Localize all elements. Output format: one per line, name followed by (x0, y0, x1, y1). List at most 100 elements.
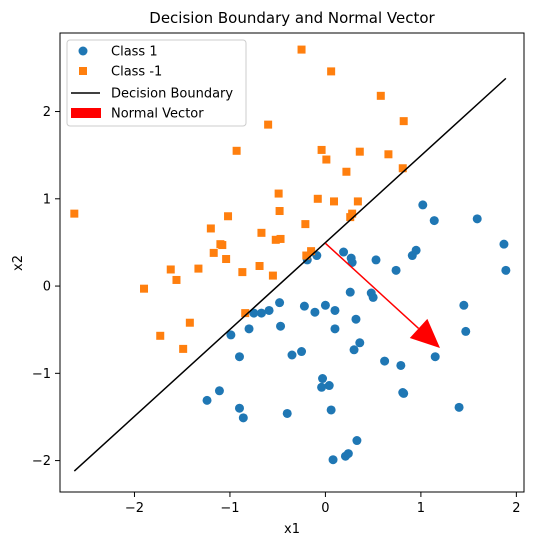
point-class-1-28 (351, 314, 361, 324)
point-class-1-43 (318, 374, 328, 384)
chart-title: Decision Boundary and Normal Vector (149, 9, 435, 27)
point-class-1-14 (330, 197, 339, 206)
point-class-1-22 (301, 220, 310, 229)
point-class-1-17 (249, 308, 259, 318)
point-class-1-6 (411, 245, 421, 255)
point-class-1-55 (202, 395, 212, 405)
point-class-1-8 (429, 216, 439, 226)
y-tick-label: −1 (32, 367, 51, 382)
point-class-1-47 (352, 436, 362, 446)
point-class-1-33 (238, 268, 247, 277)
legend-box (66, 39, 247, 127)
point-class-1-23 (257, 228, 266, 237)
legend: Class 1 Class -1 Decision Boundary Norma… (66, 39, 247, 127)
point-class-1-4 (264, 120, 273, 129)
point-class-1-7 (418, 200, 428, 210)
point-class-1-29 (222, 255, 231, 264)
point-class-1-41 (156, 331, 165, 340)
point-class-1-53 (238, 413, 248, 423)
y-tick-label: 1 (43, 192, 51, 207)
point-class-1-51 (282, 408, 292, 418)
point-class-1-45 (324, 381, 334, 391)
point-class-1-19 (224, 212, 233, 221)
point-class-1-24 (320, 300, 330, 310)
point-class-1-32 (368, 292, 378, 302)
point-class-1-18 (244, 324, 254, 334)
plot-area (70, 45, 511, 472)
point-class-1-30 (349, 345, 359, 355)
y-axis-label: x2 (11, 255, 26, 271)
point-class-1-15 (353, 197, 362, 206)
point-class-1-36 (166, 265, 175, 274)
point-class-1-21 (206, 224, 215, 233)
x-tick-label: −2 (125, 501, 144, 516)
point-class-1-14 (275, 298, 285, 308)
legend-class1-label: Class 1 (111, 45, 158, 60)
point-class-1-38 (140, 284, 149, 293)
x-tick-label: 1 (417, 501, 425, 516)
point-class-1-42 (297, 347, 307, 357)
point-class-1-0 (297, 45, 306, 54)
point-class-1-28 (209, 248, 218, 257)
point-class-1-13 (313, 194, 322, 203)
point-class-1-37 (430, 352, 440, 362)
point-class-1-3 (371, 255, 381, 265)
point-class-1-32 (255, 261, 264, 270)
point-class-1-35 (194, 264, 203, 273)
point-class-1-39 (461, 326, 471, 336)
y-tick-label: 2 (43, 105, 51, 120)
point-class-1-8 (322, 155, 331, 164)
point-class-1-48 (328, 455, 338, 465)
point-class-1-25 (330, 305, 340, 315)
point-class-1-39 (241, 309, 250, 318)
point-class-1-1 (327, 67, 336, 76)
legend-normal-vector-label: Normal Vector (111, 107, 204, 122)
point-class-1-5 (232, 146, 241, 155)
point-class-1-0 (339, 247, 349, 257)
point-class-1-17 (346, 213, 355, 222)
legend-class-neg1-label: Class -1 (111, 65, 162, 80)
point-class-1-24 (271, 235, 280, 244)
point-class-1-2 (376, 91, 385, 100)
point-class-1-18 (275, 207, 284, 216)
point-class-1-40 (454, 402, 464, 412)
point-class-1-40 (185, 318, 194, 327)
point-class-1-34 (268, 271, 277, 280)
point-class-1-20 (234, 352, 244, 362)
normal-vector-shaft (324, 242, 420, 330)
point-class-1-41 (287, 350, 297, 360)
x-tick-label: −1 (220, 501, 239, 516)
point-class-1-11 (342, 167, 351, 176)
point-class-1-27 (345, 287, 355, 297)
legend-class1-marker (78, 46, 88, 56)
point-class-1-10 (499, 239, 509, 249)
legend-class-neg1-marker (79, 67, 87, 75)
point-class-1-23 (310, 307, 320, 317)
point-class-1-37 (172, 275, 181, 284)
point-class-1-15 (264, 305, 274, 315)
point-class-1-44 (317, 382, 327, 392)
point-class-1-29 (355, 338, 365, 348)
point-class-1-46 (326, 405, 336, 415)
point-class-1-50 (343, 449, 353, 459)
point-class-1-10 (398, 164, 407, 173)
axes-frame (59, 32, 525, 493)
point-class-1-4 (391, 265, 401, 275)
point-class-1-30 (307, 247, 316, 256)
point-class-1-26 (330, 324, 340, 334)
point-class-1-16 (256, 308, 266, 318)
point-class-1-3 (399, 117, 408, 126)
y-tick-label: −2 (32, 454, 51, 469)
point-class-1-33 (380, 356, 390, 366)
y-tick-label: 0 (43, 280, 51, 295)
point-class-1-38 (459, 300, 469, 310)
point-class-1-12 (274, 189, 283, 198)
point-class-1-19 (226, 330, 236, 340)
point-class-1-54 (214, 386, 224, 396)
point-class-1-9 (472, 214, 482, 224)
point-class-1-52 (234, 403, 244, 413)
point-class-1-34 (396, 360, 406, 370)
point-class-1-20 (70, 209, 79, 218)
x-tick-label: 2 (512, 501, 520, 516)
